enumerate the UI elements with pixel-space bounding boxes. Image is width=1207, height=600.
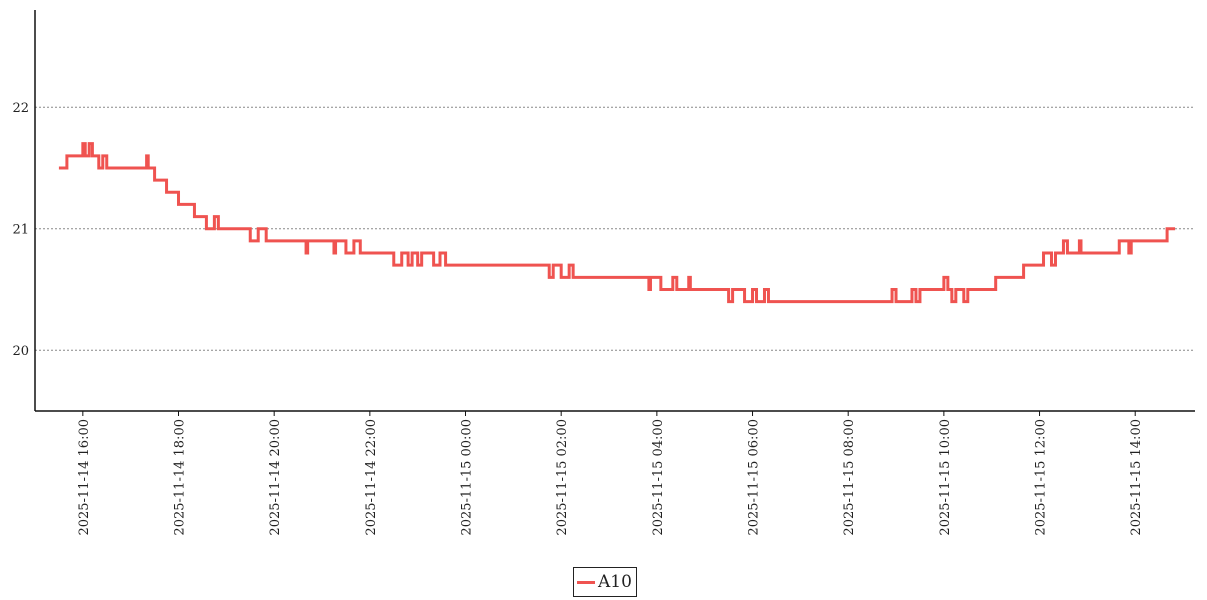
legend: A10 xyxy=(573,567,637,597)
x-tick-label: 2025-11-15 12:00 xyxy=(1034,419,1049,536)
x-tick-label: 2025-11-15 00:00 xyxy=(460,419,475,536)
x-tick-label: 2025-11-14 16:00 xyxy=(77,419,92,536)
x-tick-label: 2025-11-15 10:00 xyxy=(938,419,953,536)
y-axis-ticks: 20 21 22 xyxy=(12,101,29,359)
series-layer xyxy=(58,142,1176,304)
x-tick-label: 2025-11-14 22:00 xyxy=(364,419,379,536)
x-tick-label: 2025-11-14 18:00 xyxy=(173,419,188,536)
series-line-a10 xyxy=(58,142,1176,304)
x-tick-label: 2025-11-15 02:00 xyxy=(555,419,570,536)
y-tick-label: 20 xyxy=(12,344,29,359)
legend-label-a10: A10 xyxy=(598,572,632,592)
x-axis-ticks: 2025-11-14 16:00 2025-11-14 18:00 2025-11-… xyxy=(77,411,1144,536)
y-tick-label: 21 xyxy=(12,223,29,238)
x-tick-label: 2025-11-14 20:00 xyxy=(268,419,283,536)
x-tick-label: 2025-11-15 06:00 xyxy=(747,419,762,536)
y-tick-label: 22 xyxy=(12,101,29,116)
x-tick-label: 2025-11-15 04:00 xyxy=(651,419,666,536)
legend-swatch-a10 xyxy=(577,580,595,584)
x-tick-label: 2025-11-15 14:00 xyxy=(1129,419,1144,536)
x-tick-label: 2025-11-15 08:00 xyxy=(842,419,857,536)
